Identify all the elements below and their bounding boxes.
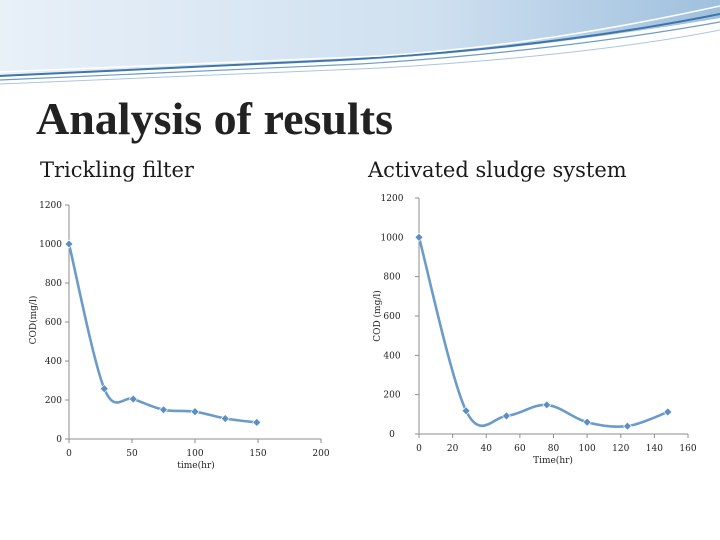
tf-data-point — [99, 384, 109, 394]
as-y-tick-label: 600 — [383, 312, 400, 322]
tf-data-point — [159, 405, 168, 415]
tf-y-tick-label: 200 — [45, 396, 62, 406]
as-data-point — [623, 421, 632, 431]
tf-y-axis-title: COD(mg/l) — [28, 296, 39, 345]
as-series-line — [417, 236, 670, 428]
tf-x-tick-label: 100 — [186, 449, 203, 459]
tf-x-tick-label: 50 — [126, 449, 138, 459]
tf-data-point — [64, 239, 74, 249]
tf-x-axis-title: time(hr) — [177, 460, 214, 471]
as-x-tick-label: 20 — [447, 444, 459, 454]
chart-heading-activated-sludge: Activated sludge system — [368, 158, 627, 182]
tf-y-tick-label: 800 — [45, 279, 62, 289]
slide-title: Analysis of results — [36, 93, 393, 144]
as-y-tick-label: 1200 — [381, 194, 404, 204]
tf-data-point — [220, 414, 230, 423]
as-x-tick-label: 0 — [416, 444, 422, 454]
as-y-tick-label: 800 — [383, 273, 400, 283]
banner-wave-line-4 — [0, 29, 720, 85]
as-x-tick-label: 40 — [481, 444, 493, 454]
banner-wave-line-2 — [0, 21, 720, 81]
tf-x-tick-label: 200 — [312, 449, 329, 459]
tf-y-tick-label: 0 — [56, 435, 62, 445]
chart-heading-trickling-filter: Trickling filter — [40, 158, 194, 182]
as-x-tick-label: 100 — [579, 444, 596, 454]
banner-wave-line-3 — [0, 5, 720, 73]
tf-data-point — [190, 407, 200, 417]
header-banner — [0, 0, 720, 85]
as-y-tick-label: 1000 — [381, 233, 404, 243]
as-x-axis-title: Time(hr) — [533, 455, 573, 466]
tf-x-tick-label: 150 — [249, 449, 266, 459]
as-data-point — [414, 232, 424, 242]
as-data-point — [582, 417, 592, 427]
as-x-tick-label: 160 — [679, 444, 696, 454]
tf-y-tick-label: 400 — [45, 357, 62, 367]
as-data-point — [502, 411, 511, 421]
as-y-tick-label: 200 — [383, 391, 400, 401]
as-x-tick-label: 80 — [548, 444, 560, 454]
tf-y-tick-label: 1200 — [39, 201, 62, 211]
as-y-tick-label: 0 — [389, 430, 395, 440]
as-y-tick-label: 400 — [383, 351, 400, 361]
as-x-tick-label: 60 — [514, 444, 526, 454]
tf-data-point — [252, 418, 262, 427]
banner-wave-fill — [0, 0, 720, 76]
as-data-point — [663, 407, 673, 417]
banner-wave-line-1 — [0, 13, 720, 77]
tf-data-point — [128, 394, 138, 404]
as-y-axis-title: COD (mg/l) — [372, 290, 383, 342]
tf-x-tick-label: 0 — [66, 449, 72, 459]
as-data-point — [542, 400, 552, 410]
tf-y-tick-label: 1000 — [39, 240, 62, 250]
as-x-tick-label: 140 — [646, 444, 663, 454]
tf-y-tick-label: 600 — [45, 318, 62, 328]
as-data-point — [461, 406, 471, 416]
as-x-tick-label: 120 — [612, 444, 629, 454]
